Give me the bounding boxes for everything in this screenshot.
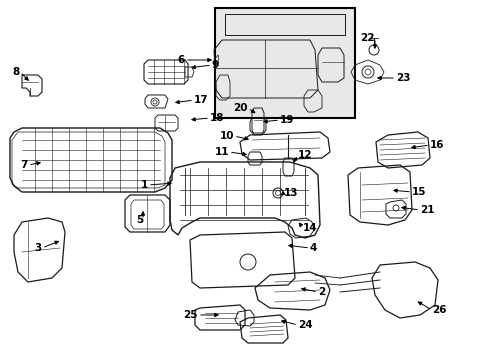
Text: 4: 4 bbox=[309, 243, 317, 253]
Text: 26: 26 bbox=[431, 305, 446, 315]
Text: 5: 5 bbox=[136, 215, 142, 225]
Text: 9: 9 bbox=[212, 60, 219, 70]
Text: 13: 13 bbox=[284, 188, 298, 198]
Text: 24: 24 bbox=[297, 320, 312, 330]
Text: 10: 10 bbox=[219, 131, 234, 141]
Text: 11: 11 bbox=[214, 147, 228, 157]
Text: 12: 12 bbox=[297, 150, 312, 160]
Text: 1: 1 bbox=[141, 180, 148, 190]
Text: 18: 18 bbox=[209, 113, 224, 123]
Text: 15: 15 bbox=[411, 187, 426, 197]
Text: 17: 17 bbox=[194, 95, 208, 105]
Text: 7: 7 bbox=[20, 160, 28, 170]
Text: 22: 22 bbox=[360, 33, 374, 43]
Text: 2: 2 bbox=[317, 287, 325, 297]
Text: 14: 14 bbox=[303, 223, 317, 233]
Text: 25: 25 bbox=[183, 310, 198, 320]
Bar bbox=[215, 8, 354, 118]
Text: 6: 6 bbox=[177, 55, 184, 65]
Text: 3: 3 bbox=[35, 243, 42, 253]
Text: 20: 20 bbox=[233, 103, 247, 113]
Text: 19: 19 bbox=[280, 115, 294, 125]
Text: 23: 23 bbox=[395, 73, 409, 83]
Text: 16: 16 bbox=[429, 140, 444, 150]
Text: 21: 21 bbox=[419, 205, 434, 215]
Text: 8: 8 bbox=[13, 67, 20, 77]
